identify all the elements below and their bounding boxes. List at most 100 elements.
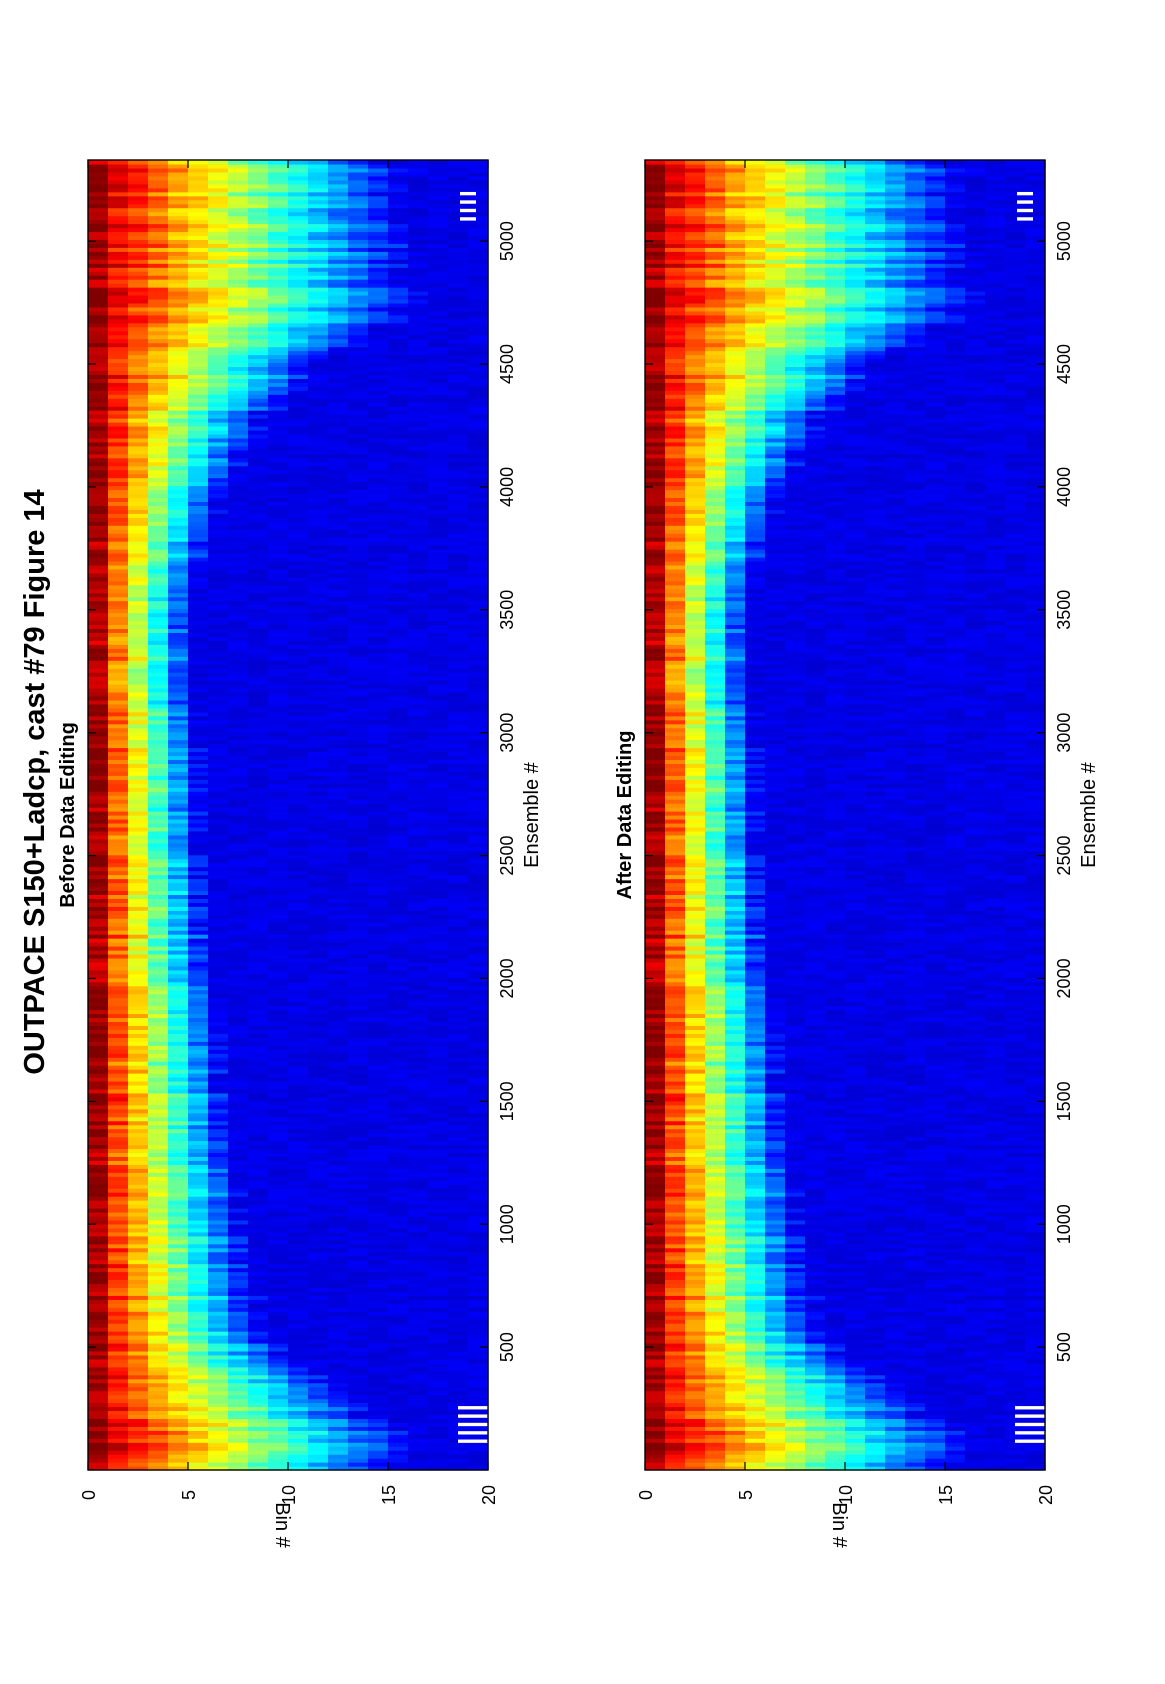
heatmap-cell [448,739,469,745]
heatmap-cell [448,612,469,618]
heatmap-cell [288,727,309,733]
heatmap-cell [328,818,349,824]
heatmap-cell [108,1077,129,1082]
heatmap-cell [128,1263,149,1269]
heatmap-cell [148,719,169,725]
heatmap-cell [148,1136,169,1142]
heatmap-cell [388,731,409,737]
heatmap-cell [308,1140,329,1146]
heatmap-cell [468,1267,489,1273]
heatmap-cell [88,1370,109,1376]
heatmap-cell [288,1291,309,1296]
heatmap-cell [288,973,309,979]
heatmap-cell [328,930,349,935]
heatmap-cell [108,1323,129,1328]
heatmap-cell [468,1132,489,1138]
heatmap-cell [128,826,149,832]
heatmap-cell [288,1227,309,1233]
heatmap-cell [428,568,449,574]
heatmap-cell [148,553,169,558]
heatmap-cell [408,537,429,542]
heatmap-cell [148,1339,169,1344]
heatmap-cell [108,691,129,697]
heatmap-cell [108,1275,129,1281]
heatmap-cell [268,580,289,586]
heatmap-cell [308,751,329,757]
heatmap-cell [368,1243,389,1249]
heatmap-cell [408,747,429,753]
heatmap-cell [108,1061,129,1066]
heatmap-cell [248,723,269,729]
heatmap-cell [228,1013,249,1019]
heatmap-cell [188,878,209,884]
heatmap-cell [228,1231,249,1237]
heatmap-cell [408,1227,429,1233]
heatmap-cell [448,1394,469,1400]
heatmap-cell [268,969,289,975]
heatmap-cell [248,1263,269,1269]
heatmap-cell [148,521,169,526]
heatmap-cell [228,799,249,804]
heatmap-cell [288,1084,309,1090]
heatmap-cell [168,1275,189,1281]
heatmap-cell [388,588,409,594]
heatmap-cell [408,1156,429,1161]
heatmap-cell [368,826,389,832]
heatmap-cell [448,1100,469,1106]
heatmap-cell [88,695,109,701]
heatmap-cell [148,791,169,796]
heatmap-cell [288,850,309,856]
heatmap-cell [348,890,369,895]
heatmap-cell [148,1057,169,1062]
heatmap-cell [348,1342,369,1348]
heatmap-cell [228,1065,249,1070]
heatmap-cell [308,1335,329,1340]
heatmap-cell [148,1410,169,1416]
heatmap-cell [268,1247,289,1253]
heatmap-cell [108,1398,129,1404]
heatmap-cell [168,791,189,796]
heatmap-cell [188,1422,209,1427]
heatmap-cell [208,1080,229,1086]
heatmap-cell [468,1259,489,1265]
heatmap-cell [428,485,449,491]
heatmap-cell [88,549,109,554]
heatmap-cell [368,997,389,1003]
heatmap-cell [168,715,189,721]
heatmap-cell [88,1287,109,1292]
heatmap-cell [468,1005,489,1011]
heatmap-cell [248,656,269,661]
heatmap-cell [308,1069,329,1074]
heatmap-cell [288,1196,309,1201]
heatmap-cell [308,1120,329,1126]
heatmap-cell [388,870,409,876]
heatmap-cell [248,834,269,840]
heatmap-cell [468,1263,489,1269]
heatmap-cell [88,529,109,534]
heatmap-cell [468,1116,489,1122]
heatmap-cell [388,1057,409,1062]
heatmap-cell [468,1045,489,1050]
heatmap-cell [248,1327,269,1332]
heatmap-cell [388,584,409,590]
heatmap-cell [248,1342,269,1348]
heatmap-cell [328,640,349,645]
heatmap-cell [468,842,489,848]
heatmap-cell [168,1092,189,1098]
heatmap-cell [248,818,269,824]
heatmap-cell [388,707,409,713]
heatmap-cell [308,525,329,530]
heatmap-cell [188,1168,209,1173]
heatmap-cell [228,505,249,510]
heatmap-cell [308,1418,329,1423]
heatmap-cell [168,854,189,860]
heatmap-cell [348,509,369,514]
heatmap-cell [108,949,129,955]
heatmap-cell [388,1287,409,1292]
heatmap-cell [448,1247,469,1253]
heatmap-cell [468,830,489,836]
heatmap-cell [148,545,169,550]
heatmap-cell [368,850,389,856]
heatmap-cell [188,616,209,622]
heatmap-cell [368,553,389,558]
